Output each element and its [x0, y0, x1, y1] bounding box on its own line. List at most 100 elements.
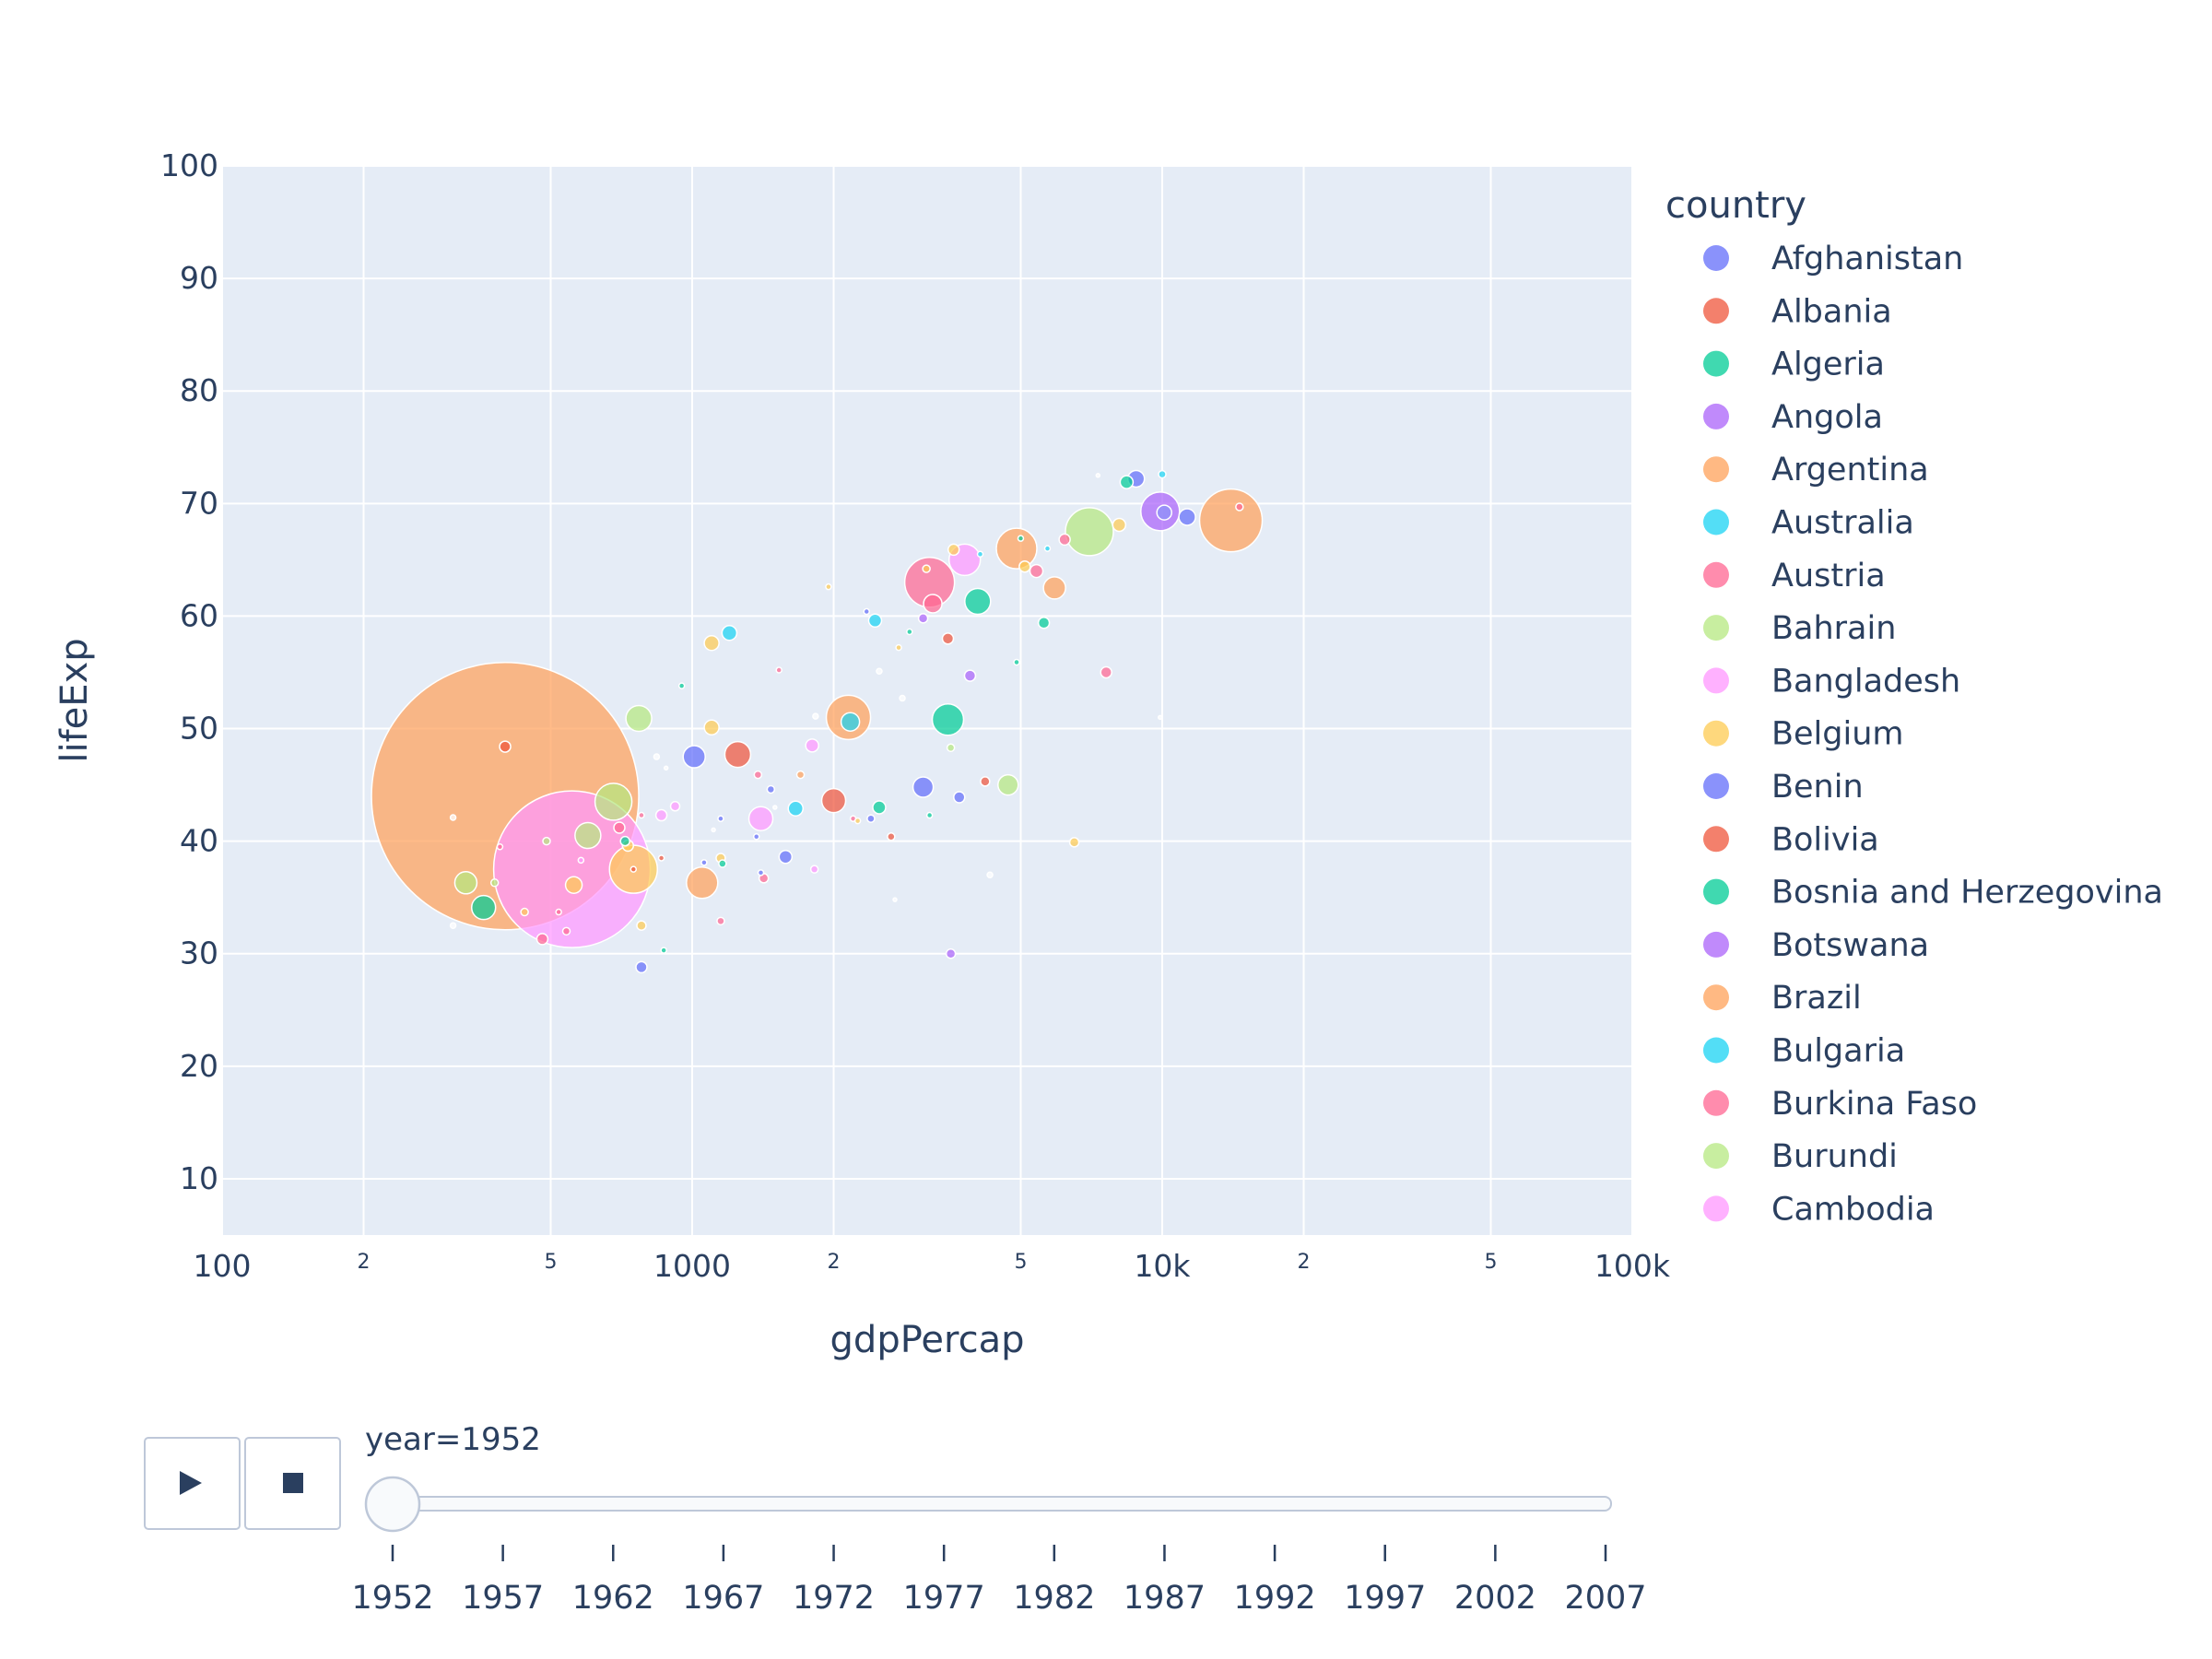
data-bubble: [912, 776, 935, 798]
legend-label: Afghanistan: [1771, 241, 1963, 277]
data-bubble: [795, 770, 806, 780]
data-bubble: [757, 869, 765, 877]
legend-label: Argentina: [1771, 452, 1929, 488]
data-bubble: [747, 806, 774, 831]
legend-item[interactable]: Austria: [1703, 558, 1886, 594]
data-bubble: [1042, 576, 1066, 600]
legend-item[interactable]: Algeria: [1703, 347, 1885, 383]
y-tick-label: 30: [180, 935, 218, 971]
legend-marker: [1703, 667, 1729, 694]
legend-item[interactable]: Cambodia: [1703, 1191, 1935, 1228]
data-bubble: [677, 682, 686, 689]
legend-marker: [1703, 1143, 1729, 1170]
legend-item[interactable]: Bolivia: [1703, 821, 1879, 858]
legend-item[interactable]: Benin: [1703, 769, 1864, 806]
legend-label: Australia: [1771, 505, 1914, 542]
legend-marker: [1703, 1195, 1729, 1222]
play-button[interactable]: [144, 1437, 241, 1530]
data-bubble: [825, 582, 832, 591]
data-bubble: [1058, 533, 1071, 547]
legend-item[interactable]: Bahrain: [1703, 610, 1896, 647]
data-bubble: [866, 814, 876, 823]
data-bubble: [718, 859, 727, 868]
slider-step-label: 2002: [1454, 1580, 1536, 1617]
data-bubble: [574, 821, 602, 850]
data-bubble: [976, 550, 984, 559]
slider-step-label: 1997: [1344, 1580, 1426, 1617]
data-bubble: [1198, 488, 1264, 553]
stop-button[interactable]: [244, 1437, 341, 1530]
data-bubble: [1156, 504, 1172, 521]
data-bubble: [496, 842, 504, 851]
data-bubble: [636, 920, 647, 931]
legend-item[interactable]: Australia: [1703, 505, 1914, 542]
data-bubble: [657, 854, 665, 862]
legend-label: Bahrain: [1771, 610, 1896, 647]
legend-item[interactable]: Bangladesh: [1703, 663, 1960, 700]
y-gridlines: [222, 165, 1632, 1180]
legend-item[interactable]: Brazil: [1703, 980, 1862, 1017]
data-bubble: [660, 947, 667, 954]
legend-marker: [1703, 878, 1729, 905]
data-bubble: [449, 814, 457, 821]
legend-item[interactable]: Argentina: [1703, 452, 1929, 488]
legend-item[interactable]: Botswana: [1703, 927, 1929, 964]
data-bubble: [577, 856, 585, 865]
x-tick-labels: 100 1000 10k 100k 2 5 2 5 2 5: [194, 1248, 1671, 1284]
slider-handle[interactable]: [364, 1476, 421, 1533]
data-bubble: [561, 926, 571, 936]
data-bubble: [453, 871, 478, 895]
data-bubble: [887, 831, 896, 841]
legend-label: Benin: [1771, 769, 1864, 806]
legend-item[interactable]: Bulgaria: [1703, 1033, 1905, 1070]
data-bubble: [805, 738, 819, 753]
legend-item[interactable]: Burundi: [1703, 1138, 1898, 1175]
data-bubble: [775, 666, 782, 674]
legend-item[interactable]: Burkina Faso: [1703, 1086, 1977, 1123]
data-bubble: [953, 791, 966, 804]
legend-marker: [1703, 245, 1729, 271]
y-tick-label: 50: [180, 711, 218, 747]
data-bubble: [625, 704, 653, 733]
legend-item[interactable]: Belgium: [1703, 716, 1904, 753]
data-bubble: [564, 876, 583, 895]
legend-item[interactable]: Angola: [1703, 399, 1883, 436]
data-bubble: [1158, 469, 1167, 479]
y-tick-label: 70: [180, 485, 218, 521]
data-bubble: [682, 745, 706, 769]
data-bubble: [1017, 535, 1025, 542]
data-bubble: [619, 835, 630, 847]
data-bubble: [986, 871, 994, 879]
data-bubble: [1018, 559, 1031, 573]
data-bubble: [1112, 517, 1127, 533]
legend[interactable]: Afghanistan Albania Algeria Angola Argentina…: [1703, 241, 2163, 1228]
legend-label: Austria: [1771, 558, 1886, 594]
legend-item[interactable]: Bosnia and Herzegovina: [1703, 875, 2163, 912]
legend-label: Cambodia: [1771, 1191, 1935, 1228]
legend-item[interactable]: Afghanistan: [1703, 241, 1963, 277]
y-tick-labels: 10 20 30 40 50 60 70 80 90 100: [160, 147, 218, 1196]
legend-marker: [1703, 298, 1729, 324]
y-tick-label: 60: [180, 597, 218, 633]
legend-label: Belgium: [1771, 716, 1904, 753]
legend-item[interactable]: Albania: [1703, 293, 1892, 330]
data-bubble: [945, 947, 957, 959]
data-bubble: [654, 808, 668, 822]
data-bubble: [917, 613, 929, 624]
x-minor-tick-label: 5: [1014, 1251, 1027, 1274]
data-bubble: [499, 740, 512, 753]
data-bubble: [1100, 665, 1112, 679]
data-bubble: [906, 628, 913, 636]
slider-step-label: 1987: [1124, 1580, 1206, 1617]
data-bubble: [899, 694, 906, 702]
data-bubble: [542, 836, 551, 846]
bubbles: [371, 469, 1264, 974]
slider-rail[interactable]: [392, 1496, 1612, 1512]
data-bubble: [721, 624, 738, 641]
slider-current-label: year=1952: [365, 1421, 541, 1458]
slider-step-label: 1972: [793, 1580, 875, 1617]
data-bubble: [1068, 837, 1080, 848]
data-bubble: [778, 849, 794, 865]
data-bubble: [946, 743, 956, 753]
data-bubble: [925, 811, 934, 819]
